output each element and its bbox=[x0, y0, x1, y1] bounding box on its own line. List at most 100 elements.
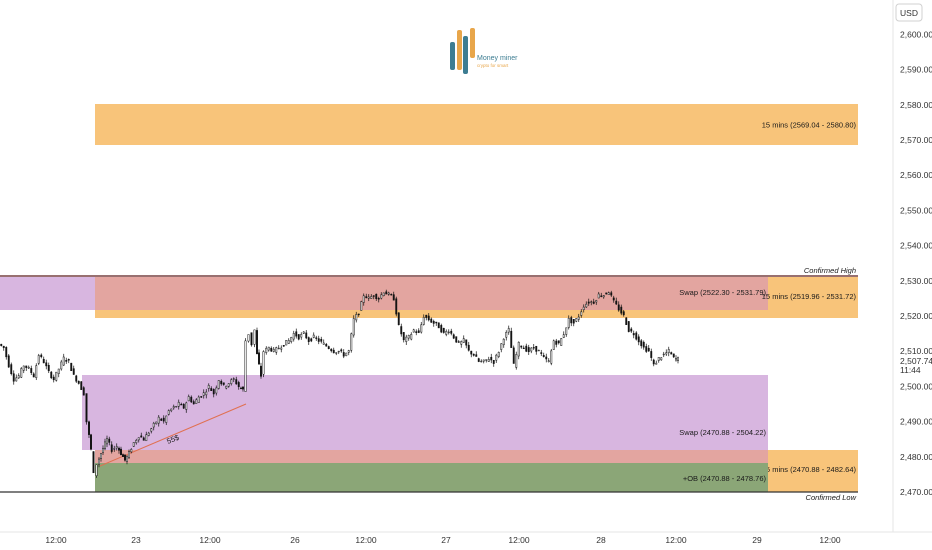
candle-body bbox=[462, 338, 465, 343]
y-tick-label: 2,520.00 bbox=[900, 311, 932, 321]
candle-body bbox=[592, 301, 595, 304]
candle-body bbox=[642, 341, 645, 348]
candle-body bbox=[625, 317, 628, 325]
candle-body bbox=[525, 345, 528, 352]
candle-body bbox=[365, 296, 368, 299]
candle-body bbox=[657, 356, 660, 361]
candle-body bbox=[432, 321, 435, 324]
candle-body bbox=[200, 396, 203, 398]
y-tick-label: 2,600.00 bbox=[900, 29, 932, 39]
candle-body bbox=[265, 347, 268, 353]
candle-body bbox=[535, 345, 538, 352]
x-tick-label: 26 bbox=[290, 535, 300, 545]
candle-body bbox=[417, 330, 420, 333]
candle-body bbox=[382, 292, 385, 297]
x-tick-label: 23 bbox=[131, 535, 141, 545]
candle-body bbox=[157, 416, 160, 424]
x-tick-label: 12:00 bbox=[508, 535, 530, 545]
candle-body bbox=[352, 318, 355, 336]
y-tick-label: 2,560.00 bbox=[900, 170, 932, 180]
candle-body bbox=[50, 371, 53, 379]
candle-body bbox=[567, 317, 570, 328]
candle-body bbox=[457, 341, 460, 343]
candle-body bbox=[487, 359, 490, 362]
y-tick-label: 2,530.00 bbox=[900, 276, 932, 286]
candle-body bbox=[545, 356, 548, 360]
candle-body bbox=[95, 464, 98, 476]
zones-layer: 15 mins (2569.04 - 2580.80) Swap (2522.30… bbox=[0, 104, 858, 492]
candle-body bbox=[202, 392, 205, 396]
candle-body bbox=[422, 317, 425, 325]
candle-body bbox=[250, 332, 253, 346]
candle-body bbox=[400, 326, 403, 335]
y-tick-label: 2,540.00 bbox=[900, 241, 932, 251]
candle-body bbox=[617, 304, 620, 311]
candle-body bbox=[185, 402, 188, 410]
candle-body bbox=[292, 333, 295, 340]
candle-body bbox=[244, 340, 247, 392]
candle-body bbox=[287, 340, 290, 344]
x-tick-label: 12:00 bbox=[665, 535, 687, 545]
candle-body bbox=[155, 421, 158, 425]
candle-body bbox=[0, 343, 3, 346]
candle-body bbox=[277, 347, 280, 350]
candle-body bbox=[582, 306, 585, 310]
candle-body bbox=[192, 401, 195, 405]
candle-body bbox=[532, 347, 535, 349]
candle-body bbox=[627, 321, 630, 332]
candle-body bbox=[510, 330, 513, 348]
candle-body bbox=[455, 336, 458, 343]
y-tick-label: 2,510.00 bbox=[900, 346, 932, 356]
y-tick-label: 2,570.00 bbox=[900, 135, 932, 145]
candle-body bbox=[42, 358, 45, 364]
candle-body bbox=[12, 373, 15, 382]
candle-body bbox=[385, 291, 388, 295]
candle-body bbox=[387, 292, 390, 295]
level-label: Confirmed Low bbox=[806, 493, 857, 502]
candle-body bbox=[427, 315, 430, 321]
candle-body bbox=[420, 324, 423, 333]
candle-body bbox=[113, 448, 116, 450]
candle-body bbox=[7, 355, 10, 368]
candle-body bbox=[145, 434, 148, 442]
candle-body bbox=[565, 327, 568, 335]
candle-body bbox=[187, 396, 190, 402]
candles-layer bbox=[0, 289, 679, 478]
candle-body bbox=[602, 295, 605, 298]
currency-label[interactable]: USD bbox=[900, 8, 918, 18]
candle-body bbox=[37, 355, 40, 364]
candle-body bbox=[542, 355, 545, 357]
candle-body bbox=[577, 316, 580, 320]
candle-body bbox=[677, 357, 679, 361]
candle-body bbox=[20, 368, 23, 378]
candle-body bbox=[610, 292, 613, 296]
candle-body bbox=[104, 441, 106, 450]
candle-body bbox=[307, 337, 310, 342]
candle-body bbox=[412, 329, 415, 333]
candle-body bbox=[290, 336, 293, 342]
x-tick-label: 12:00 bbox=[355, 535, 377, 545]
candle-body bbox=[32, 373, 35, 378]
candle-body bbox=[15, 377, 18, 382]
candle-body bbox=[297, 334, 300, 340]
candle-body bbox=[630, 328, 633, 332]
currency-button[interactable] bbox=[895, 3, 923, 22]
candle-body bbox=[267, 346, 270, 351]
candle-body bbox=[332, 349, 335, 354]
candle-body bbox=[402, 332, 405, 341]
zone-rect bbox=[82, 375, 768, 450]
candle-body bbox=[595, 300, 598, 303]
candle-body bbox=[70, 362, 73, 372]
candle-body bbox=[2, 345, 5, 348]
x-tick-label: 27 bbox=[441, 535, 451, 545]
candle-body bbox=[88, 421, 90, 435]
logo-tagline: crypto for smart bbox=[477, 63, 509, 68]
zone-rect bbox=[95, 450, 768, 463]
candle-body bbox=[118, 447, 120, 451]
candle-body bbox=[337, 350, 340, 353]
candle-body bbox=[330, 348, 333, 352]
candle-body bbox=[322, 342, 325, 345]
candle-body bbox=[227, 383, 230, 387]
candle-body bbox=[325, 344, 328, 347]
candle-body bbox=[472, 353, 475, 356]
